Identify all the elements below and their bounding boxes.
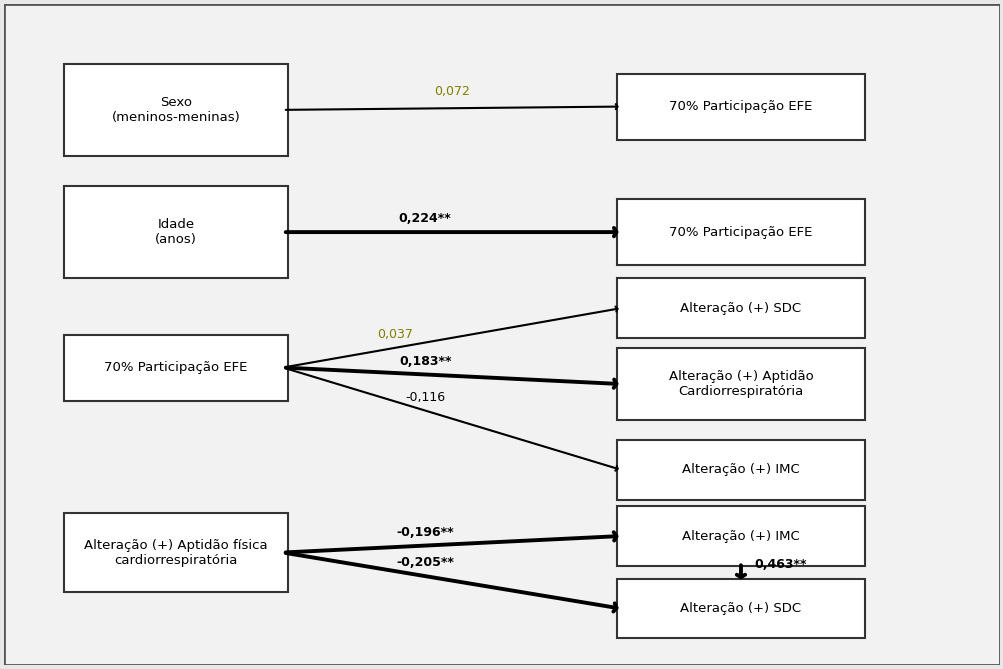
Text: Alteração (+) IMC: Alteração (+) IMC xyxy=(681,529,799,543)
Text: 0,224**: 0,224** xyxy=(398,213,451,225)
FancyBboxPatch shape xyxy=(64,186,288,278)
FancyBboxPatch shape xyxy=(616,348,865,420)
Text: 0,463**: 0,463** xyxy=(754,559,806,571)
FancyBboxPatch shape xyxy=(616,199,865,265)
FancyBboxPatch shape xyxy=(64,64,288,156)
FancyBboxPatch shape xyxy=(616,506,865,566)
Text: 70% Participação EFE: 70% Participação EFE xyxy=(669,225,811,239)
Text: -0,196**: -0,196** xyxy=(396,526,453,539)
Text: Alteração (+) IMC: Alteração (+) IMC xyxy=(681,464,799,476)
Text: 0,183**: 0,183** xyxy=(398,355,451,368)
Text: 0,072: 0,072 xyxy=(434,86,469,98)
Text: -0,205**: -0,205** xyxy=(396,557,453,569)
Text: Alteração (+) SDC: Alteração (+) SDC xyxy=(680,602,800,615)
Text: 0,037: 0,037 xyxy=(376,328,412,341)
Text: 70% Participação EFE: 70% Participação EFE xyxy=(669,100,811,113)
Text: Alteração (+) Aptidão
Cardiorrespiratória: Alteração (+) Aptidão Cardiorrespiratóri… xyxy=(668,370,812,398)
Text: Idade
(anos): Idade (anos) xyxy=(154,218,197,246)
Text: Alteração (+) SDC: Alteração (+) SDC xyxy=(680,302,800,314)
FancyBboxPatch shape xyxy=(616,440,865,500)
Text: Alteração (+) Aptidão física
cardiorrespiratória: Alteração (+) Aptidão física cardiorresp… xyxy=(84,539,268,567)
Text: -0,116: -0,116 xyxy=(404,391,444,404)
Text: 70% Participação EFE: 70% Participação EFE xyxy=(104,361,248,374)
FancyBboxPatch shape xyxy=(616,579,865,638)
Text: Sexo
(meninos-meninas): Sexo (meninos-meninas) xyxy=(111,96,240,124)
FancyBboxPatch shape xyxy=(616,74,865,140)
FancyBboxPatch shape xyxy=(64,334,288,401)
FancyBboxPatch shape xyxy=(616,278,865,338)
FancyBboxPatch shape xyxy=(64,513,288,592)
